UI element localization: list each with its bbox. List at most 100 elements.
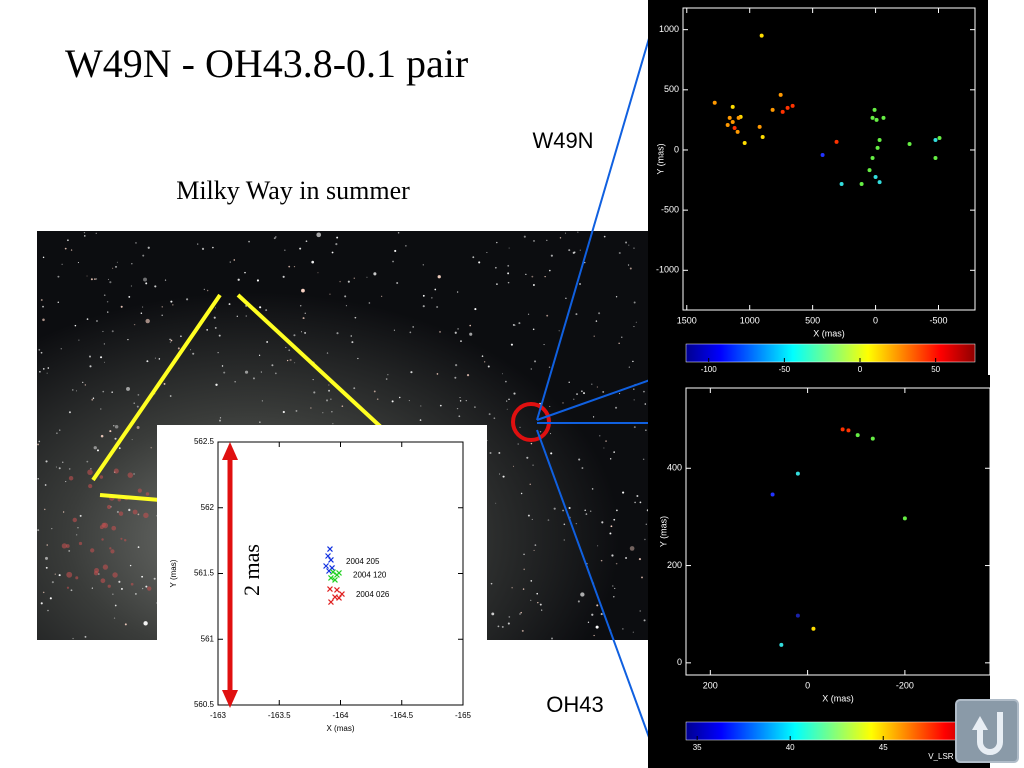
star [439,330,441,333]
star [172,304,174,306]
star [357,357,359,360]
chart-panel [648,375,990,768]
star [331,251,334,254]
point [328,599,334,605]
x-tick-label: 1000 [740,315,760,325]
point [873,175,878,180]
star [481,355,484,357]
star [131,439,133,441]
colorbar-tick-label: 40 [786,743,795,752]
star [109,281,112,284]
nebula [72,517,78,523]
star [599,435,601,437]
star [77,261,79,264]
star [513,392,516,395]
star [579,283,581,285]
star [546,314,549,317]
nebula [61,543,68,549]
star [519,613,521,615]
star [618,342,620,345]
star [92,397,95,399]
star [612,585,614,587]
star [265,309,268,312]
star [40,602,43,605]
star [295,409,298,412]
nav-button[interactable] [955,699,1019,763]
star [286,359,289,362]
star [141,575,144,578]
star [478,261,481,264]
point [881,115,886,120]
star [507,281,510,284]
arrow-head [222,442,238,460]
star [89,365,92,368]
star [88,355,92,358]
nebula [88,484,93,489]
point [840,427,845,432]
star [575,522,578,525]
star [491,612,495,616]
star [601,521,604,524]
star [501,373,504,375]
star [300,331,302,333]
star [103,294,106,296]
star [271,364,274,367]
star [603,447,605,449]
star [530,599,532,601]
star [127,339,129,341]
star [642,458,645,461]
star [436,373,439,375]
star [533,549,535,551]
star [345,305,347,307]
nav-arrow[interactable] [977,712,1003,755]
nebula [94,567,100,573]
star [625,241,628,244]
point [877,180,882,185]
star [635,321,637,323]
star [506,408,508,410]
star [136,405,139,408]
star [408,400,410,402]
star [525,273,527,276]
x-axis-label: X (mas) [327,724,355,733]
star [530,580,533,582]
star [546,239,548,241]
y-tick-label: 400 [667,463,682,473]
star [49,597,52,600]
star [219,417,222,419]
star [61,263,63,265]
star [68,468,71,470]
star [62,511,65,513]
star [124,623,127,626]
nebula [132,509,138,515]
star [505,380,507,383]
scale-label: 2 mas [239,544,264,596]
star [539,430,542,433]
star [543,344,545,346]
star [128,508,131,512]
star [54,573,56,575]
star [37,443,39,446]
star [161,306,163,308]
star [282,410,285,414]
star [285,346,287,349]
star [77,527,79,529]
y-tick-label: 560.5 [194,700,215,709]
point [839,182,844,187]
star [135,242,137,244]
nav-arrow-head[interactable] [972,716,988,730]
star [499,473,501,475]
star [600,613,603,616]
star [584,262,586,264]
star [609,532,612,535]
star [398,396,401,399]
star [266,341,269,343]
star [170,300,173,303]
star [316,232,322,238]
star [565,232,567,234]
star [103,343,105,345]
series-label: 2004 120 [353,571,387,580]
star [275,236,277,238]
nebula [147,586,152,591]
star [615,406,618,409]
